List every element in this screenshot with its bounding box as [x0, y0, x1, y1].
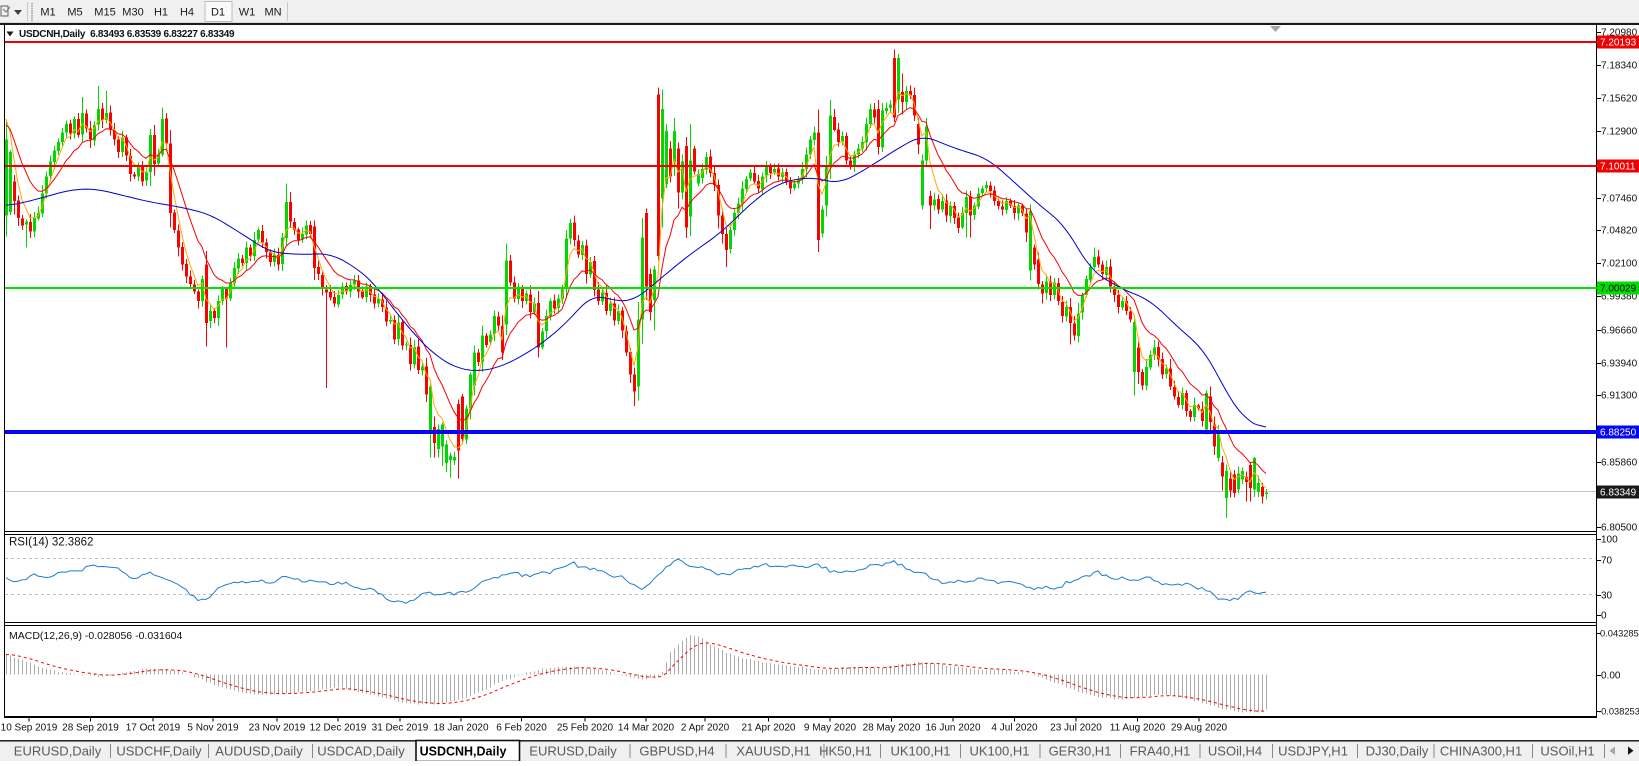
svg-text:23 Jul 2020: 23 Jul 2020 [1050, 723, 1102, 734]
svg-text:12 Dec 2019: 12 Dec 2019 [310, 723, 367, 734]
svg-text:7.00029: 7.00029 [1600, 284, 1637, 295]
svg-text:11 Aug 2020: 11 Aug 2020 [1110, 723, 1166, 734]
svg-text:W1: W1 [239, 7, 256, 19]
svg-text:21 Apr 2020: 21 Apr 2020 [742, 723, 796, 734]
svg-text:28 May 2020: 28 May 2020 [863, 723, 921, 734]
svg-text:6.96660: 6.96660 [1601, 326, 1638, 337]
svg-text:M30: M30 [122, 7, 143, 19]
svg-text:9 May 2020: 9 May 2020 [804, 723, 857, 734]
svg-text:14 Mar 2020: 14 Mar 2020 [618, 723, 675, 734]
svg-text:D1: D1 [211, 7, 225, 19]
svg-text:EURUSD,Daily: EURUSD,Daily [529, 744, 617, 759]
svg-text:USDCNH,Daily: USDCNH,Daily [420, 745, 507, 759]
svg-text:FRA40,H1: FRA40,H1 [1130, 744, 1191, 759]
svg-text:USDJPY,H1: USDJPY,H1 [1278, 744, 1348, 759]
svg-text:USOil,H4: USOil,H4 [1208, 744, 1262, 759]
svg-text:CHINA300,H1: CHINA300,H1 [1440, 744, 1522, 759]
svg-text:7.20980: 7.20980 [1601, 28, 1638, 39]
svg-text:UK100,H1: UK100,H1 [891, 744, 951, 759]
svg-text:GER30,H1: GER30,H1 [1049, 744, 1112, 759]
svg-text:USOil,H1: USOil,H1 [1540, 744, 1594, 759]
svg-text:6.99380: 6.99380 [1601, 292, 1638, 303]
svg-text:7.18340: 7.18340 [1601, 61, 1638, 72]
svg-text:4 Jul 2020: 4 Jul 2020 [991, 723, 1038, 734]
svg-text:USDCAD,Daily: USDCAD,Daily [317, 744, 405, 759]
svg-text:30: 30 [1601, 591, 1613, 602]
svg-text:23 Nov 2019: 23 Nov 2019 [249, 723, 306, 734]
svg-text:25 Feb 2020: 25 Feb 2020 [557, 723, 614, 734]
svg-text:UK100,H1: UK100,H1 [970, 744, 1030, 759]
svg-text:M5: M5 [67, 7, 82, 19]
svg-text:USDCHF,Daily: USDCHF,Daily [116, 744, 202, 759]
svg-text:HK50,H1: HK50,H1 [819, 744, 872, 759]
svg-text:H1: H1 [154, 7, 168, 19]
svg-text:6.80500: 6.80500 [1601, 523, 1638, 534]
svg-text:7.15620: 7.15620 [1601, 94, 1638, 105]
svg-text:5 Nov 2019: 5 Nov 2019 [187, 723, 239, 734]
svg-text:6.91300: 6.91300 [1601, 391, 1638, 402]
svg-text:6.93940: 6.93940 [1601, 359, 1638, 370]
svg-text:M15: M15 [94, 7, 115, 19]
svg-text:0: 0 [1601, 611, 1607, 622]
svg-text:GBPUSD,H4: GBPUSD,H4 [639, 744, 714, 759]
svg-text:H4: H4 [180, 7, 194, 19]
svg-text:28 Sep 2019: 28 Sep 2019 [62, 723, 119, 734]
svg-text:6 Feb 2020: 6 Feb 2020 [496, 723, 547, 734]
svg-text:6.85860: 6.85860 [1601, 458, 1638, 469]
svg-text:100: 100 [1601, 535, 1618, 546]
svg-text:7.12900: 7.12900 [1601, 127, 1638, 138]
svg-text:AUDUSD,Daily: AUDUSD,Daily [215, 744, 303, 759]
svg-text:RSI(14) 32.3862: RSI(14) 32.3862 [9, 537, 93, 549]
svg-text:M1: M1 [40, 7, 55, 19]
svg-text:0.00: 0.00 [1601, 671, 1621, 682]
svg-text:70: 70 [1601, 556, 1613, 567]
svg-text:MACD(12,26,9) -0.028056 -0.031: MACD(12,26,9) -0.028056 -0.031604 [9, 630, 183, 642]
svg-text:EURUSD,Daily: EURUSD,Daily [14, 744, 102, 759]
svg-text:10 Sep 2019: 10 Sep 2019 [1, 723, 58, 734]
svg-text:7.07460: 7.07460 [1601, 194, 1638, 205]
svg-text:7.10011: 7.10011 [1600, 162, 1636, 173]
svg-text:6.83349: 6.83349 [1600, 488, 1637, 499]
svg-text:-0.038253: -0.038253 [1598, 707, 1639, 717]
svg-text:DJ30,Daily: DJ30,Daily [1366, 744, 1429, 759]
svg-text:USDCNH,Daily 6.83493 6.83539: USDCNH,Daily 6.83493 6.83539 6.83227 6.8… [19, 29, 235, 40]
svg-text:0.043285: 0.043285 [1600, 629, 1639, 639]
svg-text:XAUUSD,H1: XAUUSD,H1 [736, 744, 810, 759]
svg-text:16 Jun 2020: 16 Jun 2020 [925, 723, 980, 734]
svg-text:6.88250: 6.88250 [1600, 428, 1637, 439]
svg-text:18 Jan 2020: 18 Jan 2020 [433, 723, 488, 734]
svg-text:2 Apr 2020: 2 Apr 2020 [681, 723, 730, 734]
svg-text:31 Dec 2019: 31 Dec 2019 [372, 723, 429, 734]
svg-text:7.04820: 7.04820 [1601, 226, 1638, 237]
svg-text:7.02100: 7.02100 [1601, 259, 1638, 270]
svg-text:7.20193: 7.20193 [1600, 38, 1637, 49]
svg-text:17 Oct 2019: 17 Oct 2019 [126, 723, 181, 734]
svg-text:29 Aug 2020: 29 Aug 2020 [1171, 723, 1228, 734]
svg-text:MN: MN [264, 7, 281, 19]
